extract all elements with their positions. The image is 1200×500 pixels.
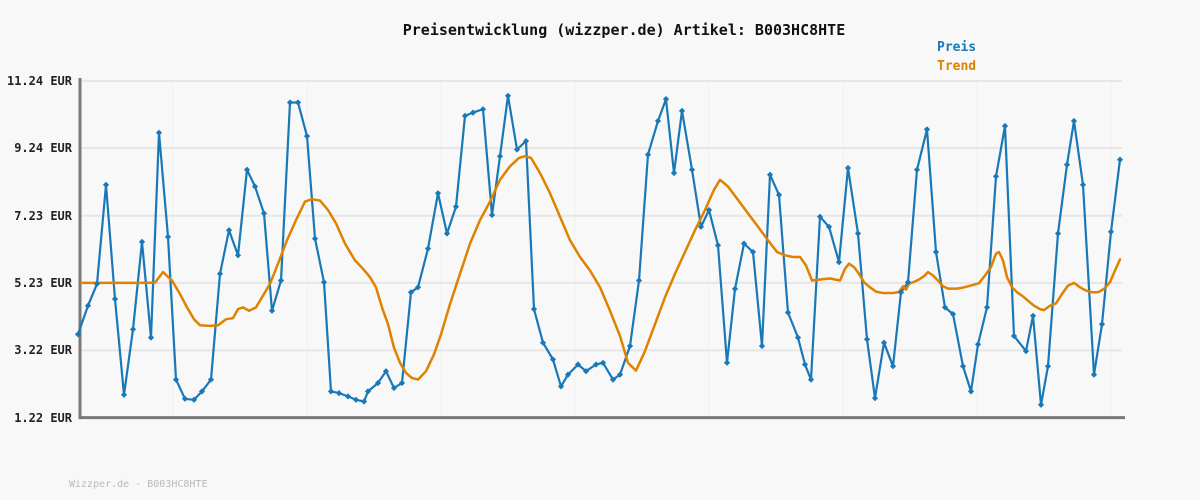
legend-item-trend: Trend	[937, 59, 977, 74]
y-tick-label: 3.22 EUR	[14, 343, 72, 358]
preis-line	[76, 94, 1122, 406]
legend-item-preis: Preis	[937, 40, 977, 55]
y-tick-label: 9.24 EUR	[14, 141, 72, 156]
y-tick-label: 7.23 EUR	[14, 208, 72, 223]
watermark-text: Wizzper.de - B003HC8HTE	[69, 479, 208, 490]
preis-markers	[74, 92, 1124, 408]
y-tick-label: 1.22 EUR	[14, 410, 72, 425]
y-tick-label: 11.24 EUR	[6, 74, 72, 88]
trend-line	[79, 154, 1122, 381]
y-tick-label: 5.23 EUR	[14, 275, 72, 290]
chart-title: Preisentwicklung (wizzper.de) Artikel: B…	[402, 21, 846, 39]
